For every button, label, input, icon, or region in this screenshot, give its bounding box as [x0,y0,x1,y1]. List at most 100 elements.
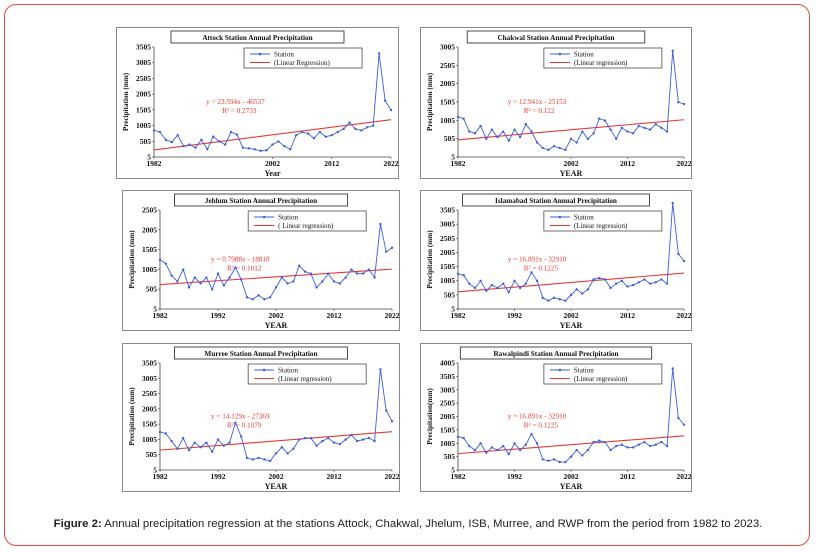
station-point [350,268,353,271]
x-tick-label: 2012 [620,159,635,168]
station-point [485,289,488,292]
station-point [199,282,202,285]
station-point [176,280,179,283]
station-point [558,146,561,150]
station-point [682,423,686,426]
station-point [581,292,584,295]
legend-box [243,47,363,69]
y-axis-label: Precipitation (mm) [128,387,136,446]
y-tick-label: 2005 [440,248,455,257]
station-point [366,126,369,129]
station-point [530,271,533,274]
legend-station-marker [262,368,266,372]
regression-r2: R² = 0.2733 [222,107,257,115]
y-tick-label: 1505 [440,98,455,107]
station-point [626,130,629,133]
station-point [648,282,652,285]
station-point [360,129,363,132]
station-point [479,279,482,283]
station-point [327,436,330,440]
station-point [158,430,162,434]
legend-station-label: Station [574,51,594,59]
station-point [615,444,618,448]
chart-svg: Jehlum Station Annual Precipitation 5 505 1… [122,190,400,331]
regression-line [457,435,685,455]
station-point [257,294,260,297]
figure-caption: Figure 2: Annual precipitation regressio… [6,518,810,530]
station-point [182,144,185,148]
station-point [456,272,460,275]
station-point [620,279,624,283]
regression-line [159,431,393,451]
station-point [530,130,533,133]
legend-box [247,210,367,232]
x-tick-label: 2002 [564,159,579,168]
regression-r2: R² = 0.1079 [227,422,262,430]
station-point [211,450,214,454]
y-tick-label: 505 [444,134,456,143]
station-point [564,460,567,464]
x-tick-label: 1992 [507,472,522,481]
station-point [277,140,280,143]
legend-station-marker [258,52,262,56]
station-point [558,298,561,301]
station-point [223,143,227,146]
station-point [468,282,471,285]
station-point [468,130,471,133]
station-point [372,124,375,127]
station-point [176,133,179,137]
x-tick-label: 2022 [385,311,400,320]
station-point [338,442,341,446]
chart-svg: Attock Station Annual Precipitation 5 505 1… [116,27,399,179]
x-tick-label: 2022 [677,311,692,320]
x-tick-label: 1982 [147,159,162,168]
y-tick-label: 1005 [440,116,455,125]
station-point [609,128,612,131]
station-point [479,124,482,128]
x-tick-label: 2022 [677,472,692,481]
station-point [586,448,590,452]
station-point [598,439,601,442]
station-point [164,138,168,142]
station-point [643,126,646,130]
station-point [473,448,477,452]
station-point [671,49,674,53]
station-point [535,442,539,445]
station-point [615,282,618,285]
station-point [502,282,505,285]
station-point [228,276,231,279]
station-point [637,443,640,446]
station-point [321,439,324,443]
caption-text: Annual precipitation regression at the s… [104,518,763,530]
station-point [194,146,197,149]
y-tick-label: 1005 [136,121,151,130]
station-point [344,438,347,441]
y-tick-label: 2505 [142,389,157,398]
y-tick-label: 5 [147,153,151,162]
station-point [318,130,322,134]
station-point [373,276,376,279]
station-point [518,448,522,452]
y-tick-label: 2005 [142,404,157,413]
legend-box [543,363,663,385]
y-tick-label: 3005 [440,220,455,229]
station-point [377,52,381,55]
station-point [586,137,590,141]
station-point [309,272,312,275]
regression-line [457,272,685,293]
regression-equation: y = 12.941x - 25153 [508,98,567,106]
station-point [671,367,674,370]
regression-equation: y = 0.7988x - 18818 [211,255,270,263]
station-point [620,443,624,446]
station-point [552,144,556,148]
station-point [569,455,573,458]
chart-title-box [174,193,348,207]
legend-regression-label: (Linear regression) [574,222,628,230]
station-point [609,448,612,452]
station-point [665,282,669,285]
station-point [513,279,516,283]
chart-title: Attock Station Annual Precipitation [202,34,312,42]
station-point [235,133,239,136]
y-tick-label: 2005 [136,90,151,99]
station-point [234,266,237,269]
